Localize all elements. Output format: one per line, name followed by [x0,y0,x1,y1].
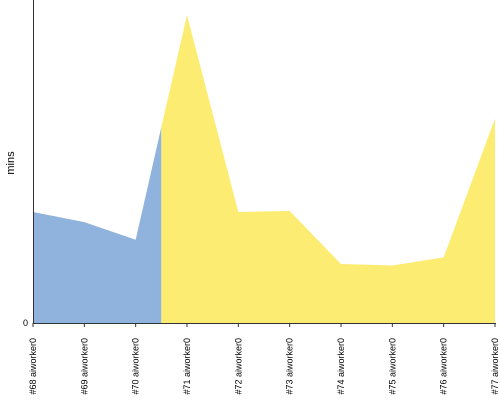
x-tick-label: #74 aiworker0 [336,338,346,395]
x-tick-label: #77 aiworker0 [490,338,500,395]
x-tick-label: #71 aiworker0 [182,338,192,395]
x-tick-label: #75 aiworker0 [387,338,397,395]
x-ticks: #68 aiworker0 #69 aiworker0 #70 aiworker0 #… [28,323,500,395]
area-segment-after [161,15,496,323]
x-tick-label: #68 aiworker0 [28,338,38,395]
plot-area [33,15,496,324]
y-ticks: 0 [23,318,28,328]
x-tick-label: #70 aiworker0 [131,338,141,395]
area-segment-before [33,127,162,324]
x-tick-label: #69 aiworker0 [79,338,89,395]
x-tick-label: #76 aiworker0 [439,338,449,395]
x-tick-label: #72 aiworker0 [233,338,243,395]
x-tick-label: #73 aiworker0 [285,338,295,395]
y-axis-label: mins [5,151,17,175]
y-tick-label: 0 [23,318,28,328]
